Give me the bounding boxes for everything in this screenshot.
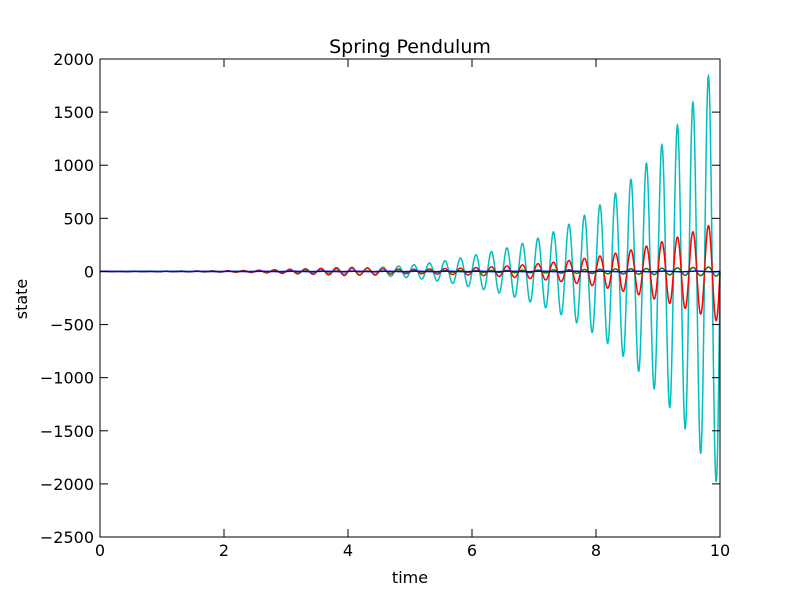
x-axis-label: time bbox=[392, 568, 428, 587]
x-tick-label: 4 bbox=[343, 541, 353, 560]
y-tick-label: 1000 bbox=[53, 156, 94, 175]
y-tick-label: 2000 bbox=[53, 50, 94, 69]
y-tick-label: −2000 bbox=[40, 475, 94, 494]
y-tick-label: −1500 bbox=[40, 422, 94, 441]
y-tick-label: 500 bbox=[63, 209, 94, 228]
x-tick-label: 6 bbox=[467, 541, 477, 560]
series-group bbox=[99, 73, 721, 483]
x-tick-label: 0 bbox=[95, 541, 105, 560]
y-axis-label: state bbox=[12, 279, 31, 320]
chart-title: Spring Pendulum bbox=[329, 36, 491, 58]
series-line-3 bbox=[100, 270, 721, 273]
y-tick-label: 1500 bbox=[53, 103, 94, 122]
y-tick-label: −500 bbox=[50, 316, 94, 335]
y-tick-label: −2500 bbox=[40, 528, 94, 547]
x-tick-label: 2 bbox=[219, 541, 229, 560]
plot-frame bbox=[99, 58, 721, 538]
plot-area bbox=[100, 59, 720, 537]
x-tick-label: 10 bbox=[710, 541, 730, 560]
y-tick-label: 0 bbox=[84, 262, 94, 281]
x-tick-label: 8 bbox=[591, 541, 601, 560]
y-tick-label: −1000 bbox=[40, 369, 94, 388]
tick-labels-group: 0 2 4 6 8 10 2000 1500 1000 500 0 −500 −1000 −1500 −20… bbox=[40, 50, 730, 560]
